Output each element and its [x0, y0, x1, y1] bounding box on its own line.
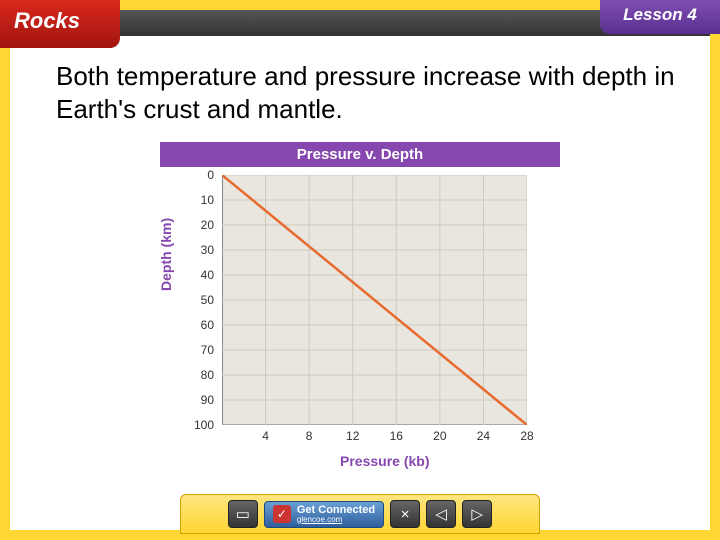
- connect-icon: ✓: [273, 505, 291, 523]
- chevron-left-icon: ◁: [435, 505, 447, 523]
- image-button[interactable]: ▭: [228, 500, 258, 528]
- prev-button[interactable]: ◁: [426, 500, 456, 528]
- y-tick-label: 0: [188, 168, 214, 182]
- connect-text: Get Connected glencoe.com: [297, 505, 375, 524]
- close-button[interactable]: ×: [390, 500, 420, 528]
- close-icon: ×: [401, 506, 410, 523]
- y-tick-label: 70: [188, 343, 214, 357]
- section-tab: Rocks: [0, 0, 120, 48]
- y-tick-label: 20: [188, 218, 214, 232]
- y-tick-label: 100: [188, 418, 214, 432]
- y-tick-label: 50: [188, 293, 214, 307]
- y-tick-label: 80: [188, 368, 214, 382]
- chart-title: Pressure v. Depth: [160, 142, 560, 167]
- chart-area: Depth (km) Pressure (kb) 0 10 20 30 40 50 60 70…: [160, 171, 560, 471]
- next-button[interactable]: ▷: [462, 500, 492, 528]
- get-connected-button[interactable]: ✓ Get Connected glencoe.com: [264, 501, 384, 528]
- x-tick-label: 16: [390, 429, 403, 443]
- x-tick-label: 4: [262, 429, 269, 443]
- section-label: Rocks: [14, 8, 80, 33]
- bottom-toolbar: ▭ ✓ Get Connected glencoe.com × ◁ ▷: [180, 494, 540, 534]
- chevron-right-icon: ▷: [471, 505, 483, 523]
- x-tick-label: 28: [520, 429, 533, 443]
- y-tick-label: 30: [188, 243, 214, 257]
- body-text: Both temperature and pressure increase w…: [56, 60, 680, 125]
- plot-region: [222, 175, 527, 425]
- y-tick-label: 60: [188, 318, 214, 332]
- slide-frame: Rocks Lesson 4 Both temperature and pres…: [0, 0, 720, 540]
- y-axis-label: Depth (km): [158, 218, 174, 291]
- x-tick-label: 8: [306, 429, 313, 443]
- x-axis-label: Pressure (kb): [340, 453, 429, 469]
- connect-label: Get Connected: [297, 505, 375, 516]
- connect-url: glencoe.com: [297, 516, 375, 524]
- chart-container: Pressure v. Depth Depth (km) Pressure (k…: [160, 142, 560, 471]
- y-tick-label: 40: [188, 268, 214, 282]
- image-icon: ▭: [236, 505, 250, 523]
- lesson-label: Lesson 4: [623, 5, 697, 24]
- y-tick-label: 90: [188, 393, 214, 407]
- x-tick-label: 12: [346, 429, 359, 443]
- y-tick-label: 10: [188, 193, 214, 207]
- x-tick-label: 20: [433, 429, 446, 443]
- plot-svg: [222, 175, 527, 425]
- lesson-tab: Lesson 4: [600, 0, 720, 34]
- x-tick-label: 24: [477, 429, 490, 443]
